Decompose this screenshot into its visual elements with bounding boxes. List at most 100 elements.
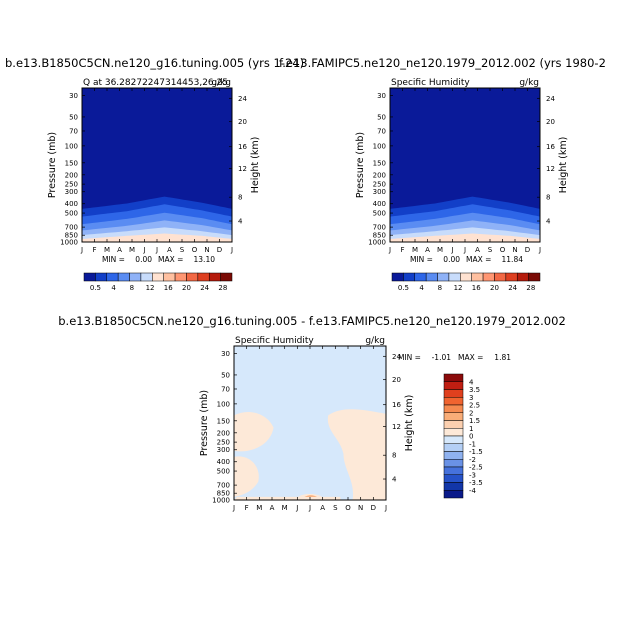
y-tick-label: 30 bbox=[377, 92, 386, 100]
colorbar-swatch bbox=[460, 272, 472, 282]
min-value: -1.01 bbox=[432, 353, 452, 362]
colorbar-tick-label: 4 bbox=[111, 284, 116, 292]
difference-panel-title: b.e13.B1850C5CN.ne120_g16.tuning.005 - f… bbox=[58, 314, 566, 328]
min-value: 0.00 bbox=[135, 255, 152, 264]
x-tick-label: N bbox=[204, 246, 209, 254]
colorbar-swatch bbox=[443, 397, 464, 406]
x-tick-label: J bbox=[308, 504, 311, 512]
colorbar-swatch bbox=[443, 373, 464, 382]
colorbar-swatch bbox=[443, 435, 464, 444]
x-tick-label: M bbox=[437, 246, 443, 254]
x-tick-label: F bbox=[400, 246, 404, 254]
y-right-tick-label: 16 bbox=[238, 143, 247, 151]
y-right-tick-label: 12 bbox=[238, 165, 247, 173]
max-value: 11.84 bbox=[502, 255, 524, 264]
colorbar-tick-label: 28 bbox=[218, 284, 227, 292]
right-panel-title: f.e13.FAMIPC5.ne120_ne120.1979_2012.002 … bbox=[279, 56, 606, 70]
colorbar-swatch bbox=[140, 272, 153, 282]
x-tick-label: O bbox=[192, 246, 198, 254]
y-tick-label: 300 bbox=[373, 188, 386, 196]
x-tick-label: J bbox=[450, 246, 453, 254]
colorbar-swatch bbox=[443, 412, 464, 421]
colorbar-tick-label: -4 bbox=[469, 487, 477, 495]
y-tick-label: 200 bbox=[373, 171, 386, 179]
chart-panel-difference: J F M A M J J A S O N D J305070100150200250300400500… bbox=[199, 336, 511, 512]
x-tick-label: M bbox=[412, 246, 418, 254]
colorbar-tick-label: 2.5 bbox=[469, 402, 480, 410]
max-label: MAX = bbox=[466, 255, 491, 264]
colorbar-swatch bbox=[443, 490, 464, 499]
colorbar-swatch bbox=[443, 459, 464, 468]
y-axis-right-label: Height (km) bbox=[404, 395, 415, 452]
x-tick-label: O bbox=[345, 504, 351, 512]
panel-subtitle-left: Specific Humidity bbox=[391, 78, 470, 88]
x-tick-label: O bbox=[500, 246, 506, 254]
y-right-tick-label: 16 bbox=[546, 143, 555, 151]
y-tick-label: 1000 bbox=[60, 239, 78, 247]
colorbar-swatch bbox=[443, 420, 464, 429]
colorbar-tick-label: 20 bbox=[182, 284, 191, 292]
y-tick-label: 850 bbox=[217, 490, 230, 498]
y-tick-label: 200 bbox=[65, 171, 78, 179]
min-label: MIN = bbox=[102, 255, 125, 264]
contour-region-positive-5 bbox=[303, 495, 318, 498]
y-right-tick-label: 4 bbox=[238, 218, 243, 226]
y-tick-label: 70 bbox=[69, 127, 78, 135]
y-tick-label: 70 bbox=[377, 127, 386, 135]
chart-panel-left: J F M A M J J A S O N D J305070100150200250300400500… bbox=[47, 78, 261, 292]
colorbar-tick-label: 20 bbox=[490, 284, 499, 292]
x-tick-label: J bbox=[142, 246, 145, 254]
x-tick-label: A bbox=[320, 504, 325, 512]
colorbar-tick-label: -1.5 bbox=[469, 448, 483, 456]
colorbar-swatch bbox=[83, 272, 96, 282]
y-tick-label: 1000 bbox=[368, 239, 386, 247]
y-right-tick-label: 20 bbox=[546, 118, 555, 126]
x-tick-label: M bbox=[104, 246, 110, 254]
colorbar-tick-label: 0.5 bbox=[398, 284, 409, 292]
y-tick-label: 50 bbox=[377, 113, 386, 121]
colorbar-swatch bbox=[448, 272, 461, 282]
y-tick-label: 30 bbox=[69, 92, 78, 100]
max-value: 1.81 bbox=[494, 353, 511, 362]
colorbar-tick-label: 0 bbox=[469, 433, 473, 441]
colorbar-swatch bbox=[443, 428, 464, 437]
colorbar-swatch bbox=[443, 381, 464, 390]
y-tick-label: 850 bbox=[373, 232, 386, 240]
colorbar-swatch bbox=[471, 272, 484, 282]
min-value: 0.00 bbox=[443, 255, 460, 264]
panel-subtitle-left: Specific Humidity bbox=[235, 336, 314, 346]
colorbar-swatch bbox=[186, 272, 199, 282]
x-tick-label: S bbox=[180, 246, 185, 254]
y-right-tick-label: 16 bbox=[392, 401, 401, 409]
x-tick-label: J bbox=[230, 246, 233, 254]
x-tick-label: A bbox=[270, 504, 275, 512]
y-tick-label: 70 bbox=[221, 385, 230, 393]
x-tick-label: S bbox=[488, 246, 493, 254]
y-axis-right-label: Height (km) bbox=[250, 137, 261, 194]
min-label: MIN = bbox=[410, 255, 433, 264]
colorbar-swatch bbox=[443, 466, 464, 475]
colorbar-swatch bbox=[129, 272, 142, 282]
y-tick-label: 100 bbox=[65, 142, 78, 150]
colorbar-swatch bbox=[437, 272, 450, 282]
x-tick-label: J bbox=[384, 504, 387, 512]
x-tick-label: F bbox=[245, 504, 249, 512]
max-label: MAX = bbox=[158, 255, 183, 264]
x-tick-label: A bbox=[117, 246, 122, 254]
colorbar-swatch bbox=[197, 272, 210, 282]
contour-region-positive-3 bbox=[234, 456, 259, 497]
colorbar-tick-label: 3.5 bbox=[469, 386, 480, 394]
colorbar-swatch bbox=[528, 272, 541, 282]
y-right-tick-label: 8 bbox=[238, 194, 242, 202]
min-label: MIN = bbox=[398, 353, 421, 362]
contour-region-positive-6 bbox=[234, 496, 341, 500]
y-tick-label: 100 bbox=[373, 142, 386, 150]
max-label: MAX = bbox=[458, 353, 483, 362]
y-tick-label: 50 bbox=[221, 371, 230, 379]
panel-subtitle-right: g/kg bbox=[211, 78, 231, 88]
colorbar-tick-label: -3.5 bbox=[469, 479, 483, 487]
y-tick-label: 300 bbox=[217, 446, 230, 454]
y-tick-label: 400 bbox=[217, 458, 230, 466]
panel-subtitle-right: g/kg bbox=[519, 78, 539, 88]
